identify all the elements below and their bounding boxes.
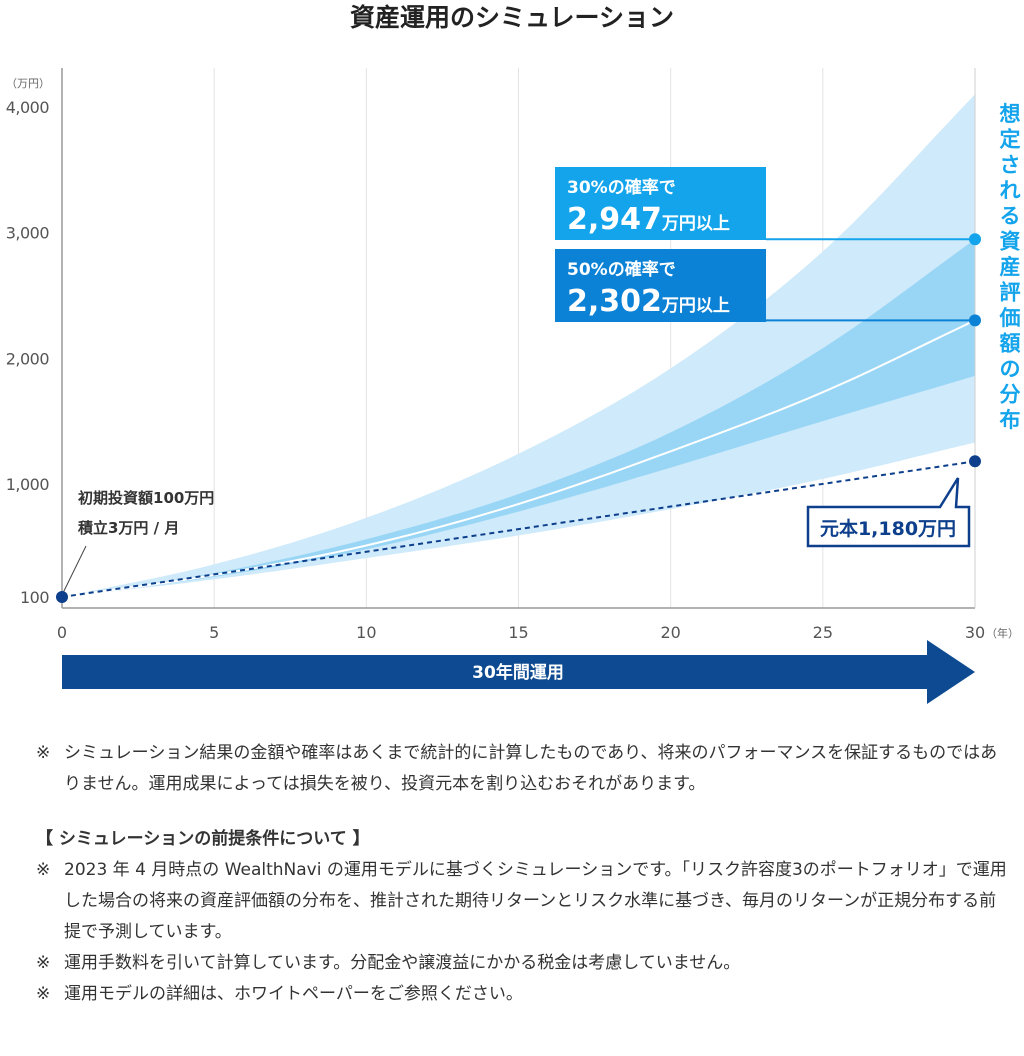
distribution-label-char: 布: [1000, 408, 1021, 432]
x-tick-label: 30: [965, 623, 985, 642]
probability-callout-box: [555, 167, 766, 240]
distribution-label-char: る: [1000, 204, 1021, 228]
probability-unit: 万円以上: [661, 214, 730, 234]
distribution-label-char: 想: [1000, 102, 1021, 126]
callout-point: [969, 233, 981, 246]
simulation-chart: 資産運用のシミュレーション （万円）1001,0002,0003,0004,00…: [6, 3, 1021, 704]
probability-text: 30%の確率で: [567, 177, 676, 198]
period-arrow: [62, 640, 975, 704]
start-point: [56, 591, 68, 603]
assumption-note: ※ 運用手数料を引いて計算しています。分配金や譲渡益にかかる税金は考慮していませ…: [36, 948, 1011, 979]
principal-line: [61, 460, 976, 598]
principal-label-box: [806, 477, 971, 548]
probability-callout-box: [555, 249, 766, 322]
start-note-line: 積立3万円 / 月: [77, 519, 179, 537]
probability-amount: 2,302: [567, 284, 662, 319]
distribution-label-char: れ: [1000, 179, 1021, 203]
distribution-label-char: 定: [1000, 128, 1021, 152]
outer-band: [62, 94, 975, 598]
y-tick-label: 3,000: [6, 224, 50, 243]
assumption-note: ※ 2023 年 4 月時点の WealthNavi の運用モデルに基づくシミュ…: [36, 855, 1011, 948]
start-note-line: 初期投資額100万円: [78, 489, 214, 507]
distribution-label-char: 分: [1000, 383, 1021, 407]
y-tick-label: 1,000: [6, 475, 50, 494]
y-tick-label: 4,000: [6, 98, 50, 117]
callout-point: [969, 314, 981, 327]
y-tick-label: 100: [20, 588, 49, 607]
distribution-label-char: 額: [999, 332, 1021, 356]
note-mark: ※: [36, 953, 51, 973]
x-tick-label: 15: [508, 623, 528, 642]
note-mark: ※: [36, 743, 51, 763]
assumptions-title: 【 シミュレーションの前提条件について 】: [36, 829, 370, 849]
distribution-label-char: 評: [1000, 281, 1021, 305]
probability-unit: 万円以上: [661, 296, 730, 316]
x-tick-label: 20: [660, 623, 680, 642]
principal-label: 元本1,180万円: [820, 517, 956, 540]
assumption-text: 運用手数料を引いて計算しています。分配金や譲渡益にかかる税金は考慮していません。: [64, 953, 741, 973]
x-unit-label: （年）: [986, 626, 1019, 640]
disclaimer-text: シミュレーション結果の金額や確率はあくまで統計的に計算したものであり、将来のパフ…: [64, 743, 998, 794]
x-tick-label: 25: [813, 623, 833, 642]
assumption-note: ※ 運用モデルの詳細は、ホワイトペーパーをご参照ください。: [36, 979, 1011, 1010]
x-tick-label: 10: [356, 623, 376, 642]
probability-amount: 2,947: [567, 202, 662, 237]
distribution-label-char: の: [1000, 357, 1021, 381]
distribution-label-char: 価: [999, 306, 1021, 330]
start-leader-line: [62, 545, 87, 594]
principal-end-point: [969, 455, 981, 468]
assumption-text: 2023 年 4 月時点の WealthNavi の運用モデルに基づくシミュレー…: [64, 860, 1007, 942]
inner-band: [62, 239, 975, 598]
distribution-label-char: さ: [1000, 153, 1021, 177]
note-mark: ※: [36, 984, 51, 1004]
x-tick-label: 5: [209, 623, 219, 642]
notes-section: ※ シミュレーション結果の金額や確率はあくまで統計的に計算したものであり、将来の…: [36, 738, 1011, 1010]
y-unit-label: （万円）: [6, 77, 50, 90]
disclaimer-note: ※ シミュレーション結果の金額や確率はあくまで統計的に計算したものであり、将来の…: [36, 738, 1011, 800]
distribution-label-char: 資: [1000, 230, 1021, 254]
note-mark: ※: [36, 860, 51, 880]
y-tick-label: 2,000: [6, 349, 50, 368]
period-label: 30年間運用: [472, 662, 564, 683]
chart-title: 資産運用のシミュレーション: [350, 3, 674, 32]
probability-amount-label: 2,947万円以上: [567, 202, 730, 237]
x-tick-label: 0: [57, 623, 67, 642]
probability-text: 50%の確率で: [567, 259, 676, 280]
distribution-label-char: 産: [1000, 255, 1021, 279]
assumption-text: 運用モデルの詳細は、ホワイトペーパーをご参照ください。: [64, 984, 523, 1004]
probability-amount-label: 2,302万円以上: [567, 284, 730, 319]
